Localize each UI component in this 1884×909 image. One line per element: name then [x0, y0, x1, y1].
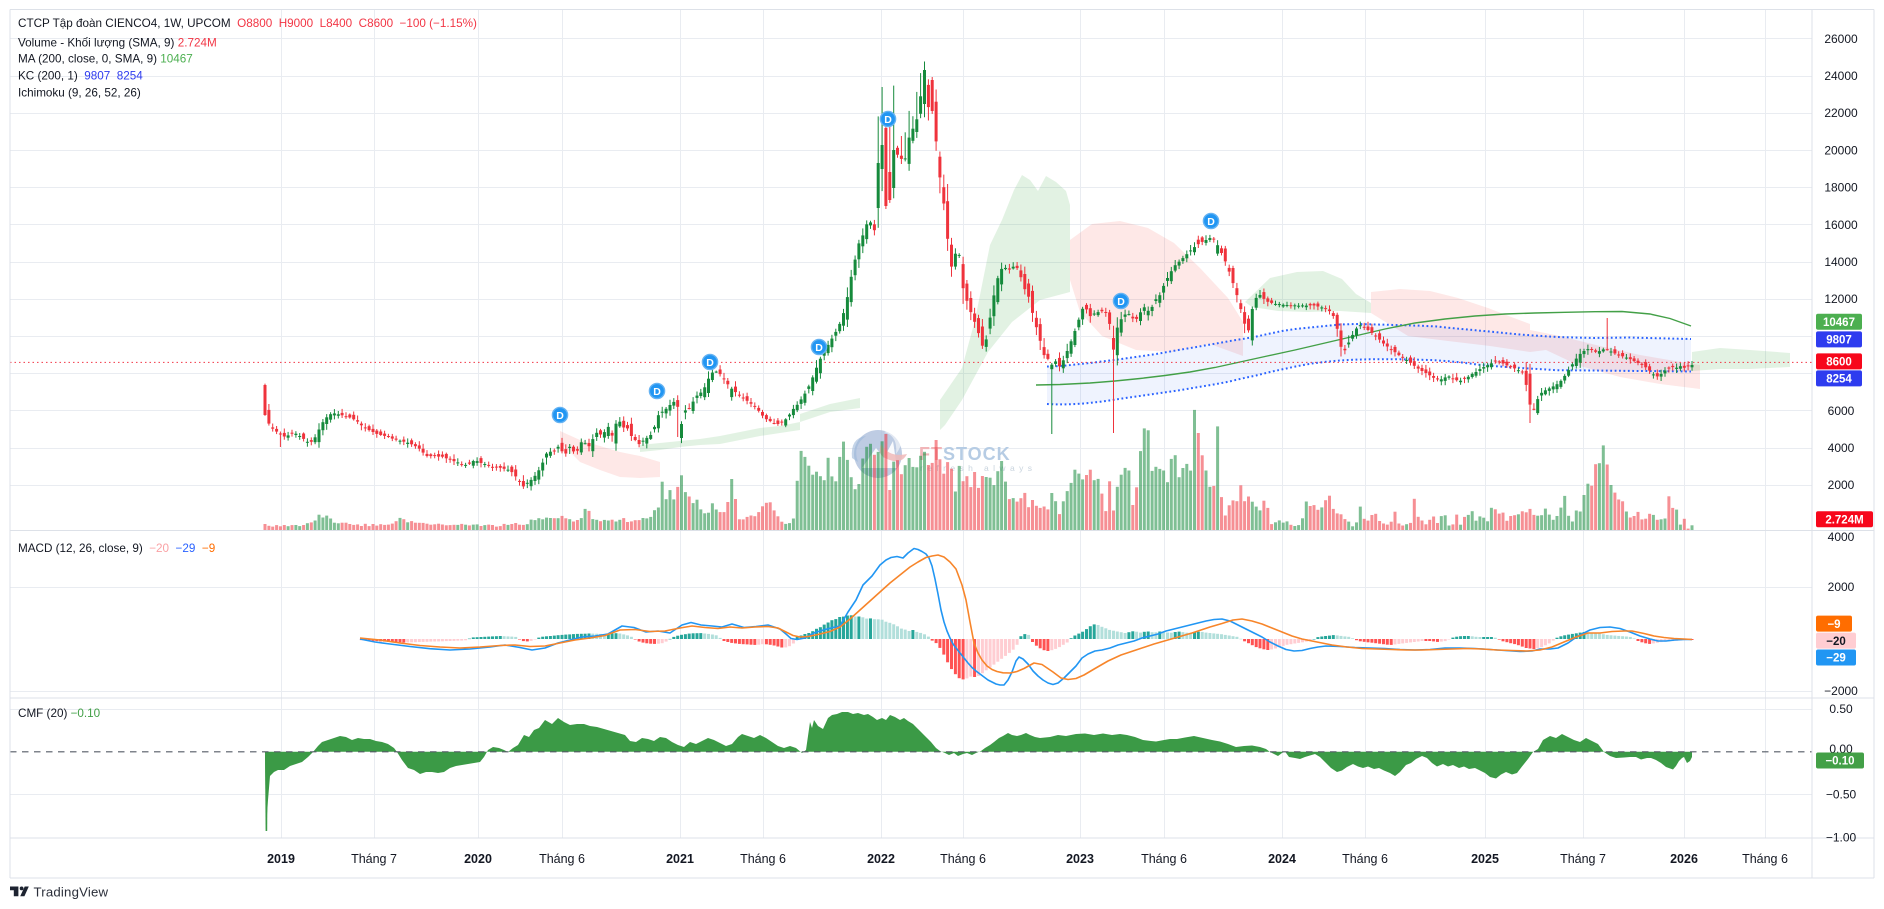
svg-text:Tháng 6: Tháng 6: [740, 852, 786, 866]
svg-text:2023: 2023: [1066, 852, 1094, 866]
svg-text:22000: 22000: [1824, 106, 1858, 120]
svg-text:D: D: [706, 357, 714, 369]
svg-text:2000: 2000: [1828, 478, 1855, 492]
svg-text:14000: 14000: [1824, 255, 1858, 269]
svg-text:D: D: [653, 386, 661, 398]
svg-text:Tháng 7: Tháng 7: [351, 852, 397, 866]
svg-text:D: D: [884, 114, 892, 126]
svg-text:MACD (12, 26, close, 9) −20: MACD (12, 26, close, 9) −20 −29 −9: [18, 542, 215, 555]
svg-text:9807: 9807: [1826, 335, 1852, 347]
svg-text:−20: −20: [1826, 636, 1846, 648]
svg-text:Tháng 6: Tháng 6: [539, 852, 585, 866]
svg-text:Tháng 7: Tháng 7: [1560, 852, 1606, 866]
svg-text:−29: −29: [1826, 653, 1846, 665]
svg-text:16000: 16000: [1824, 218, 1858, 232]
svg-text:−2000: −2000: [1824, 684, 1858, 698]
svg-text:refresh always: refresh always: [920, 463, 1036, 473]
svg-text:Tháng 6: Tháng 6: [1742, 852, 1788, 866]
svg-text:D: D: [815, 342, 823, 354]
svg-text:2000: 2000: [1828, 580, 1855, 594]
svg-text:2026: 2026: [1670, 852, 1698, 866]
svg-text:10467: 10467: [1823, 317, 1855, 329]
svg-text:D: D: [556, 410, 564, 422]
svg-text:−1.00: −1.00: [1826, 830, 1857, 844]
svg-text:STOCK: STOCK: [943, 444, 1011, 464]
svg-text:MA (200, close, 0, SMA, 9) 104: MA (200, close, 0, SMA, 9) 10467: [18, 53, 193, 66]
svg-text:20000: 20000: [1824, 143, 1858, 157]
svg-text:Ichimoku (9, 26, 52, 26): Ichimoku (9, 26, 52, 26): [18, 87, 141, 100]
svg-text:4000: 4000: [1828, 530, 1855, 544]
svg-text:CTCP Tập đoàn CIENCO4, 1W, UPC: CTCP Tập đoàn CIENCO4, 1W, UPCOM O8800 H…: [18, 17, 477, 30]
svg-text:2.724M: 2.724M: [1825, 515, 1863, 527]
svg-text:−0.10: −0.10: [1825, 756, 1854, 768]
svg-text:12000: 12000: [1824, 292, 1858, 306]
svg-text:Tháng 6: Tháng 6: [940, 852, 986, 866]
svg-text:2024: 2024: [1268, 852, 1296, 866]
svg-text:4000: 4000: [1828, 441, 1855, 455]
svg-text:18000: 18000: [1824, 181, 1858, 195]
svg-text:24000: 24000: [1824, 69, 1858, 83]
svg-text:D: D: [1117, 296, 1125, 308]
svg-text:6000: 6000: [1828, 404, 1855, 418]
svg-text:D: D: [1207, 216, 1215, 228]
svg-text:26000: 26000: [1824, 32, 1858, 46]
svg-text:8254: 8254: [1826, 374, 1852, 386]
svg-text:2022: 2022: [867, 852, 895, 866]
svg-text:KC (200, 1) 9807 8254: KC (200, 1) 9807 8254: [18, 70, 143, 83]
svg-text:2020: 2020: [464, 852, 492, 866]
svg-text:2025: 2025: [1471, 852, 1499, 866]
svg-text:Tháng 6: Tháng 6: [1141, 852, 1187, 866]
svg-text:Tháng 6: Tháng 6: [1342, 852, 1388, 866]
svg-text:−9: −9: [1827, 619, 1840, 631]
svg-text:CMF (20) −0.10: CMF (20) −0.10: [18, 707, 101, 720]
svg-text:Volume - Khối lượng (SMA, 9) 2: Volume - Khối lượng (SMA, 9) 2.724M: [18, 37, 217, 50]
svg-text:−0.50: −0.50: [1826, 788, 1857, 802]
svg-text:2021: 2021: [666, 852, 694, 866]
svg-text:8600: 8600: [1826, 357, 1852, 369]
svg-text:2019: 2019: [267, 852, 295, 866]
svg-text:0.50: 0.50: [1829, 702, 1853, 716]
svg-text:TradingView: TradingView: [34, 885, 109, 900]
